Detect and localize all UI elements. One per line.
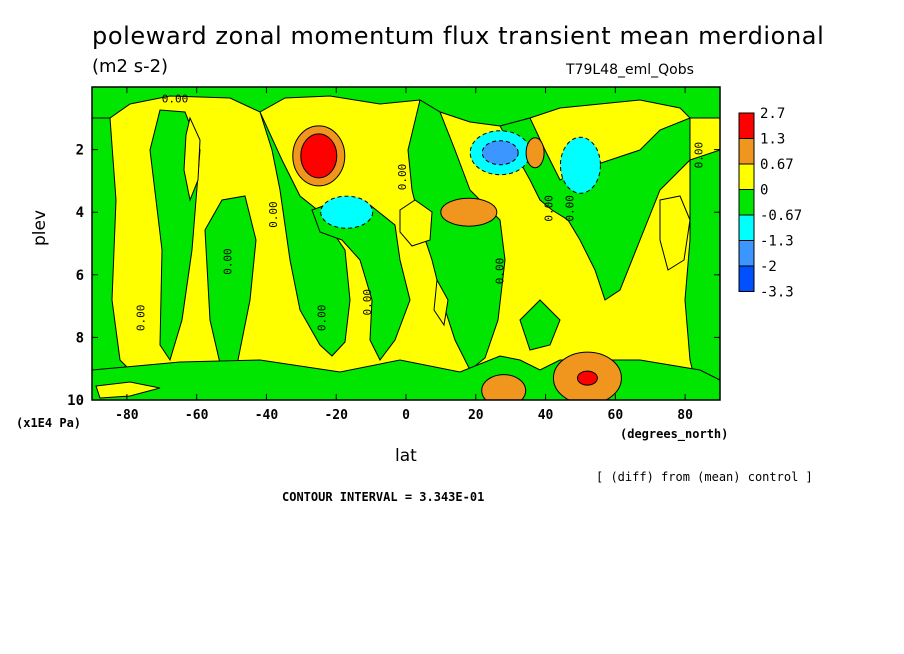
- colorbar-label: -0.67: [760, 208, 802, 224]
- contour-label: 0.00: [543, 195, 556, 222]
- green-region: [204, 195, 257, 373]
- colorbar-swatch: [738, 163, 755, 190]
- x-axis-label: lat: [395, 446, 417, 466]
- contour-label: 0.00: [134, 305, 147, 332]
- colorbar-swatch: [738, 189, 755, 216]
- x-tick-label: 0: [402, 408, 410, 423]
- y-tick-label: 6: [76, 268, 84, 284]
- yellow-region: [659, 195, 691, 271]
- x-tick-label: -60: [185, 408, 209, 423]
- green-region: [259, 111, 351, 357]
- x-tick-label: 80: [677, 408, 693, 423]
- colorbar-label: 1.3: [760, 132, 785, 148]
- yellow-region: [183, 116, 201, 202]
- run-id: T79L48_eml_Qobs: [566, 62, 694, 78]
- chart-title: poleward zonal momentum flux transient m…: [92, 22, 825, 50]
- colorbar-label: 2.7: [760, 106, 785, 122]
- contour-interval: CONTOUR INTERVAL = 3.343E-01: [282, 490, 485, 504]
- y-tick-label: 4: [76, 205, 84, 221]
- colorbar-swatch: [738, 214, 755, 241]
- y-axis-units: (x1E4 Pa): [16, 416, 82, 430]
- colorbar-label: -3.3: [760, 285, 794, 301]
- colorbar-swatch: [738, 240, 755, 267]
- diff-note: [ (diff) from (mean) control ]: [596, 470, 813, 484]
- colorbar-label: 0.67: [760, 157, 794, 173]
- x-tick-label: 40: [538, 408, 554, 423]
- x-tick-label: -20: [324, 408, 348, 423]
- negative-extremum: [559, 136, 601, 194]
- negative-extremum: [320, 195, 374, 229]
- positive-extremum: [440, 197, 498, 227]
- contour-label: 0.00: [693, 142, 706, 169]
- colorbar-swatch: [738, 138, 755, 165]
- contour-label: 0.00: [267, 201, 280, 228]
- contour-label: 0.00: [222, 248, 235, 274]
- positive-extremum: [300, 133, 338, 179]
- colorbar-swatch: [738, 112, 755, 139]
- green-region: [519, 299, 561, 351]
- chart-units: (m2 s-2): [92, 56, 169, 77]
- green-region: [92, 355, 720, 400]
- positive-extremum: [481, 374, 527, 400]
- positive-extremum: [576, 370, 598, 386]
- yellow-region: [95, 381, 161, 399]
- y-tick-label: 2: [76, 143, 84, 159]
- y-tick-label: 10: [67, 393, 84, 409]
- x-tick-label: -80: [115, 408, 139, 423]
- colorbar: 2.7 1.3 0.67 0 -0.67 -1.3 -2 -3.3: [738, 106, 802, 301]
- y-axis-label: plev: [30, 209, 50, 246]
- colorbar-label: -1.3: [760, 234, 794, 250]
- colorbar-label: -2: [760, 259, 777, 275]
- positive-extremum: [525, 137, 545, 169]
- contour-label: 0.00: [396, 164, 409, 191]
- yellow-region: [399, 199, 433, 247]
- colorbar-swatch: [738, 265, 755, 292]
- x-tick-label: 60: [608, 408, 624, 423]
- y-tick-label: 8: [76, 330, 84, 346]
- contour-field: 0.00 0.00 0.00 0.00 0.00 0.00 0.00 0.00 0.00 0.00…: [92, 87, 720, 400]
- colorbar-label: 0: [760, 183, 768, 199]
- x-axis-units: (degrees_north): [620, 427, 729, 441]
- negative-extremum: [481, 140, 519, 166]
- contour-label: 0.00: [316, 305, 329, 332]
- green-region: [311, 199, 411, 361]
- x-tick-label: -40: [255, 408, 279, 423]
- contour-label: 0.00: [361, 289, 374, 316]
- axes: -80 -60 -40 -20 0 20 40 60 80 2 4 6 8 10: [67, 87, 720, 423]
- contour-label: 0.00: [494, 258, 507, 285]
- contour-label: 0.00: [162, 93, 189, 106]
- yellow-region: [433, 278, 449, 327]
- x-tick-label: 20: [468, 408, 484, 423]
- contour-label: 0.00: [563, 195, 576, 222]
